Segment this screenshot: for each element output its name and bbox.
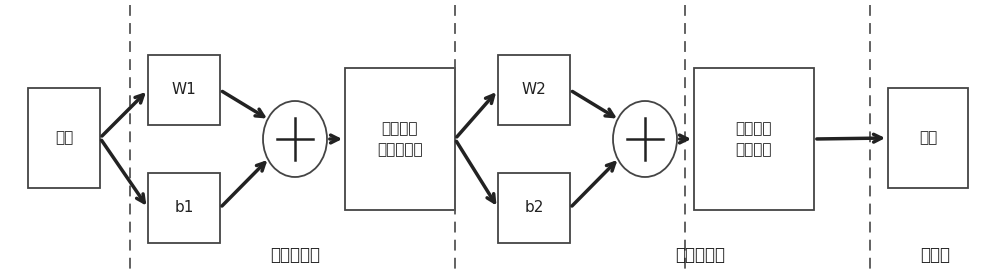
Text: 第二隐含层: 第二隐含层 <box>675 246 725 264</box>
Bar <box>888 88 968 188</box>
Text: W2: W2 <box>522 83 546 98</box>
Bar <box>148 173 220 243</box>
Bar <box>694 68 814 210</box>
Text: 转换函数
（线性）: 转换函数 （线性） <box>736 121 772 157</box>
Text: 转换函数
（非线性）: 转换函数 （非线性） <box>377 121 423 157</box>
Ellipse shape <box>263 101 327 177</box>
Bar <box>498 55 570 125</box>
Bar <box>28 88 100 188</box>
Bar <box>148 55 220 125</box>
Text: 第一隐含层: 第一隐含层 <box>270 246 320 264</box>
Bar <box>498 173 570 243</box>
Text: 输入: 输入 <box>55 130 73 145</box>
Text: b2: b2 <box>524 200 544 215</box>
Text: W1: W1 <box>172 83 196 98</box>
Text: b1: b1 <box>174 200 194 215</box>
Bar <box>345 68 455 210</box>
Text: 输出层: 输出层 <box>920 246 950 264</box>
Text: 输出: 输出 <box>919 130 937 145</box>
Ellipse shape <box>613 101 677 177</box>
